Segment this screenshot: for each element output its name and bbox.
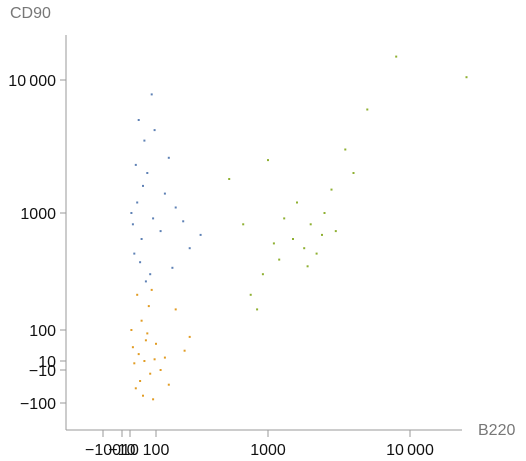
data-point [134, 387, 137, 390]
data-point [136, 293, 139, 296]
data-point [142, 394, 144, 397]
x-tick-label: −100 [85, 442, 121, 459]
data-point [242, 223, 245, 226]
data-point [323, 212, 326, 214]
data-point [131, 223, 134, 226]
data-point [147, 305, 150, 308]
data-point [352, 172, 355, 174]
data-point [153, 358, 156, 361]
data-point [272, 242, 275, 245]
data-point [228, 178, 231, 180]
data-point [143, 139, 146, 142]
data-point [140, 238, 143, 240]
data-point [139, 380, 142, 382]
data-point [163, 192, 166, 195]
data-point [131, 346, 134, 349]
data-point [334, 230, 337, 233]
data-point [130, 329, 133, 331]
x-tick-label: −10 [108, 442, 135, 459]
data-point [183, 349, 186, 352]
data-point [395, 55, 398, 58]
data-point [146, 172, 149, 174]
data-point [159, 230, 162, 233]
data-point [188, 247, 191, 250]
x-tick-label: 10 [121, 442, 139, 459]
data-point [278, 258, 281, 261]
data-point [344, 148, 347, 151]
data-point [149, 273, 152, 276]
data-point [182, 220, 185, 223]
x-tick-label: 100 [143, 442, 170, 459]
data-point [130, 212, 133, 214]
data-point [149, 372, 152, 375]
data-point [143, 360, 146, 362]
data-point [315, 252, 318, 255]
y-axis-label: CD90 [10, 5, 51, 22]
data-point [159, 369, 162, 371]
data-point [133, 252, 136, 255]
data-point [150, 93, 153, 96]
data-point [321, 233, 323, 236]
data-point [139, 261, 142, 264]
y-tick-label: 1000 [20, 206, 56, 223]
y-tick-label: 100 [29, 323, 56, 340]
data-point [199, 233, 202, 236]
data-points [130, 55, 468, 401]
data-point [167, 156, 170, 159]
data-point [188, 335, 191, 338]
data-point [163, 356, 166, 359]
y-tick-label: 10 [38, 354, 56, 371]
x-axis-label: B220 [478, 422, 515, 439]
x-tick-label: 1000 [250, 442, 286, 459]
data-point [330, 188, 333, 191]
data-point [465, 76, 468, 79]
data-point [256, 308, 259, 311]
data-point [146, 332, 149, 335]
data-point [152, 398, 155, 401]
data-point [155, 342, 157, 345]
data-point [144, 280, 147, 283]
y-tick-label: 10 000 [8, 73, 56, 90]
data-point [366, 108, 369, 111]
data-point [306, 265, 309, 268]
data-point [174, 206, 177, 209]
data-point [140, 319, 143, 322]
data-point [167, 383, 170, 386]
data-point [267, 159, 269, 162]
data-point [136, 201, 139, 204]
data-point [174, 308, 177, 311]
data-point [153, 129, 156, 132]
data-point [144, 339, 147, 342]
y-tick-label: −100 [20, 396, 56, 413]
data-point [283, 217, 286, 220]
data-point [152, 217, 155, 220]
data-point [150, 288, 153, 291]
data-point [292, 238, 294, 240]
data-point [261, 273, 264, 276]
data-point [171, 266, 174, 269]
data-point [303, 247, 306, 250]
data-point [296, 201, 298, 204]
data-point [309, 223, 312, 226]
data-point [137, 353, 140, 356]
data-point [134, 163, 137, 166]
data-point [142, 184, 144, 187]
y-tick-label: −10 [29, 363, 56, 380]
data-point [137, 119, 140, 121]
x-tick-label: 10 000 [386, 442, 434, 459]
data-point [133, 362, 136, 365]
data-point [249, 293, 252, 296]
